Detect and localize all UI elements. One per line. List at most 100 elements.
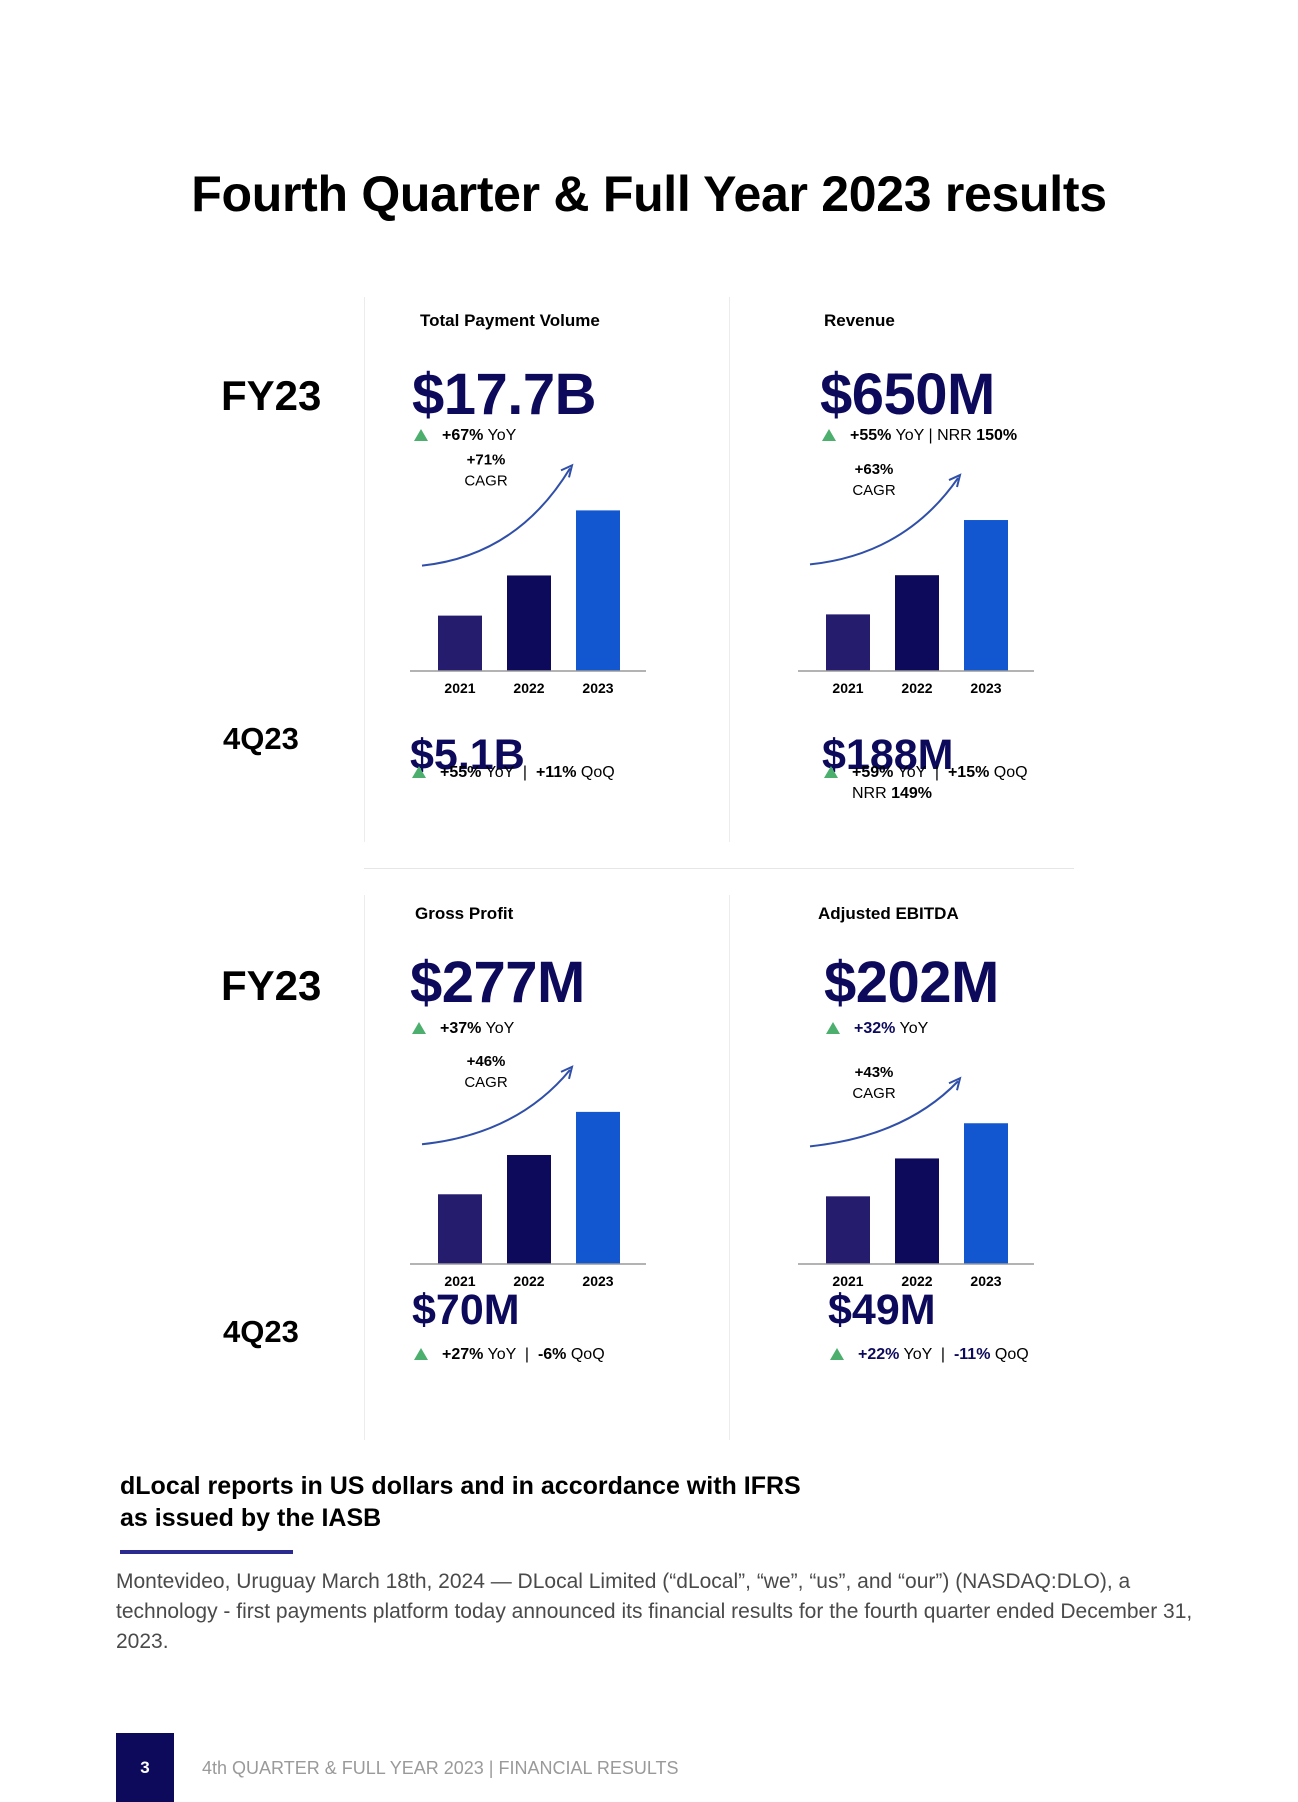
x-tick-label: 2022 [513,1273,544,1289]
quarter-value: $70M [412,1286,520,1334]
quarter-nrr-stat: NRR 149% [824,783,932,804]
x-tick-label: 2021 [832,1273,863,1289]
quarter-change-stats: +22% YoY | -11% QoQ [830,1344,1029,1365]
stat-fragment: +27% [442,1346,484,1363]
panel-title: Gross Profit [415,904,514,923]
stat-fragment: YoY | [893,764,948,781]
intro-heading-line2: as issued by the IASB [120,1504,382,1532]
quarter-change-stats: +59% YoY | +15% QoQ [824,762,1028,783]
panel-title: Adjusted EBITDA [818,904,959,923]
stat-fragment: YoY | NRR [891,427,977,444]
panel-title: Total Payment Volume [420,311,600,330]
quarter-change-stats: +55% YoY | +11% QoQ [412,762,615,783]
bar-2021 [438,1194,482,1264]
page-number-badge: 3 [116,1733,174,1802]
growth-arrow-curve [421,1069,571,1146]
cagr-value: +43% [855,1064,894,1081]
stat-fragment: 149% [891,785,933,802]
x-tick-label: 2023 [582,680,613,696]
fy-value: $277M [410,950,585,1015]
bar-2022 [895,1158,939,1264]
quarter-value: $5.1B [410,731,525,779]
stat-fragment: +59% [852,764,894,781]
quarter-value: $188M [822,731,954,779]
quarter-value: $49M [828,1286,936,1334]
bar-chart: 2021 2022 2023 +63% CAGR [798,461,1034,696]
stat-fragment: -11% [953,1346,991,1363]
fy-value: $650M [820,362,995,427]
intro-paragraph: Montevideo, Uruguay March 18th, 2024 — D… [116,1570,1193,1653]
panel-total-payment-volume: Total Payment Volume $17.7B +67% YoY 2021 20… [410,311,812,851]
up-triangle-icon [830,1348,844,1360]
stat-fragment: QoQ [576,764,615,781]
stat-fragment: 150% [976,427,1018,444]
stat-fragment: +67% [442,427,484,444]
stat-fragment: +37% [440,1020,482,1037]
stat-fragment: +15% [947,764,990,781]
panel-revenue: Revenue $650M +55% YoY | NRR 150% 2021 2022 2… [798,311,1200,851]
page-title: Fourth Quarter & Full Year 2023 results [191,166,1107,222]
growth-arrow-curve [421,467,571,567]
arrow-head-icon [560,463,574,478]
up-triangle-icon [412,1022,426,1034]
up-triangle-icon [824,766,838,778]
bar-2023 [964,520,1008,671]
footer-title: 4th QUARTER & FULL YEAR 2023 | FINANCIAL… [202,1758,679,1778]
stat-fragment: QoQ [989,764,1028,781]
x-tick-label: 2021 [832,680,863,696]
row-label-fy-top: FY23 [221,372,322,419]
panel-title: Revenue [824,311,895,330]
x-tick-label: 2021 [444,1273,475,1289]
divider-vertical-center-bottom [729,895,730,1440]
cagr-value: +71% [467,451,506,468]
bar-2022 [895,575,939,671]
up-triangle-icon [414,429,428,441]
stat-fragment: +55% [440,764,482,781]
bar-2021 [826,614,870,671]
stat-fragment: YoY [483,427,517,444]
row-label-q-top: 4Q23 [223,721,299,756]
cagr-value: +63% [855,461,894,478]
divider-vertical-center-top [729,297,730,842]
bar-2022 [507,1154,551,1264]
bar-2021 [826,1196,870,1264]
stat-fragment: YoY | [899,1346,954,1363]
row-label-q-bottom: 4Q23 [223,1314,299,1349]
cagr-label: CAGR [852,482,896,499]
stat-fragment: YoY | [481,764,536,781]
panel-adjusted-ebitda: Adjusted EBITDA $202M +32% YoY 2021 2022 2023… [798,904,1200,1444]
row-label-fy-bottom: FY23 [221,962,322,1009]
x-tick-label: 2023 [970,1273,1001,1289]
x-tick-label: 2022 [901,1273,932,1289]
x-tick-label: 2021 [444,680,475,696]
quarter-change-stats: +27% YoY | -6% QoQ [414,1344,605,1365]
bar-chart: 2021 2022 2023 +46% CAGR [410,1053,646,1289]
up-triangle-icon [822,429,836,441]
bar-2021 [438,615,482,671]
stat-fragment: +22% [858,1346,900,1363]
arrow-head-icon [560,1065,574,1080]
stat-fragment: YoY [895,1020,929,1037]
up-triangle-icon [826,1022,840,1034]
x-tick-label: 2022 [901,680,932,696]
intro-underline [120,1550,293,1554]
arrow-head-icon [948,1076,962,1091]
fy-change-stats: +67% YoY [414,425,516,446]
x-tick-label: 2022 [513,680,544,696]
arrow-head-icon [948,473,962,488]
divider-vertical-left-bottom [364,895,365,1440]
cagr-value: +46% [467,1053,506,1070]
fy-change-stats: +37% YoY [412,1018,514,1039]
x-tick-label: 2023 [582,1273,613,1289]
bar-2022 [507,575,551,671]
up-triangle-icon [414,1348,428,1360]
stat-fragment: QoQ [990,1346,1029,1363]
fy-value: $202M [824,950,999,1015]
bar-2023 [964,1123,1008,1264]
divider-horizontal [364,868,1074,869]
bar-2023 [576,510,620,671]
intro-heading-line1: dLocal reports in US dollars and in acco… [120,1472,801,1500]
stat-fragment: +11% [535,764,577,781]
stat-fragment: QoQ [566,1346,605,1363]
cagr-label: CAGR [464,1074,508,1091]
